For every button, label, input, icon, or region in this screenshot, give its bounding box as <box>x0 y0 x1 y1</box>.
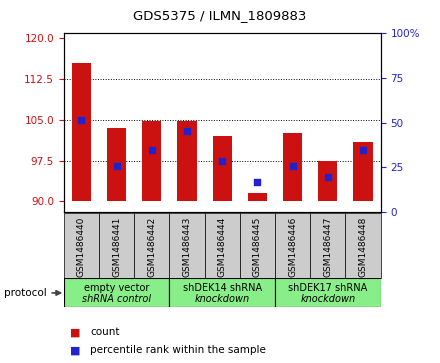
Text: empty vector: empty vector <box>84 283 149 293</box>
Bar <box>169 213 205 278</box>
Point <box>183 128 191 134</box>
Text: GSM1486447: GSM1486447 <box>323 216 332 277</box>
Text: GSM1486445: GSM1486445 <box>253 216 262 277</box>
Bar <box>283 134 302 201</box>
Point <box>148 147 155 153</box>
Point <box>219 158 226 164</box>
Bar <box>64 278 169 307</box>
Point <box>254 180 261 185</box>
Text: GDS5375 / ILMN_1809883: GDS5375 / ILMN_1809883 <box>133 9 307 22</box>
Bar <box>169 278 275 307</box>
Bar <box>72 63 91 201</box>
Text: shDEK17 shRNA: shDEK17 shRNA <box>288 283 367 293</box>
Bar <box>345 213 381 278</box>
Text: knockdown: knockdown <box>300 294 356 305</box>
Bar <box>99 213 134 278</box>
Text: GSM1486442: GSM1486442 <box>147 216 156 277</box>
Bar <box>134 213 169 278</box>
Text: GSM1486448: GSM1486448 <box>359 216 367 277</box>
Point <box>78 117 85 123</box>
Bar <box>142 121 161 201</box>
Bar <box>275 278 381 307</box>
Point <box>289 163 296 169</box>
Text: percentile rank within the sample: percentile rank within the sample <box>90 345 266 355</box>
Bar <box>353 142 373 201</box>
Text: knockdown: knockdown <box>194 294 250 305</box>
Text: ■: ■ <box>70 345 81 355</box>
Bar <box>64 213 99 278</box>
Bar <box>248 193 267 201</box>
Text: GSM1486444: GSM1486444 <box>218 216 227 277</box>
Bar <box>205 213 240 278</box>
Text: GSM1486446: GSM1486446 <box>288 216 297 277</box>
Text: GSM1486440: GSM1486440 <box>77 216 86 277</box>
Bar <box>177 121 197 201</box>
Text: ■: ■ <box>70 327 81 337</box>
Bar <box>107 128 126 201</box>
Bar <box>310 213 345 278</box>
Bar <box>275 213 310 278</box>
Point <box>113 163 120 169</box>
Text: count: count <box>90 327 120 337</box>
Text: shDEK14 shRNA: shDEK14 shRNA <box>183 283 262 293</box>
Text: GSM1486443: GSM1486443 <box>183 216 191 277</box>
Bar <box>240 213 275 278</box>
Point <box>359 147 367 153</box>
Text: shRNA control: shRNA control <box>82 294 151 305</box>
Point <box>324 174 331 180</box>
Bar <box>213 136 232 201</box>
Text: protocol: protocol <box>4 288 47 298</box>
Bar <box>318 161 337 201</box>
Text: GSM1486441: GSM1486441 <box>112 216 121 277</box>
